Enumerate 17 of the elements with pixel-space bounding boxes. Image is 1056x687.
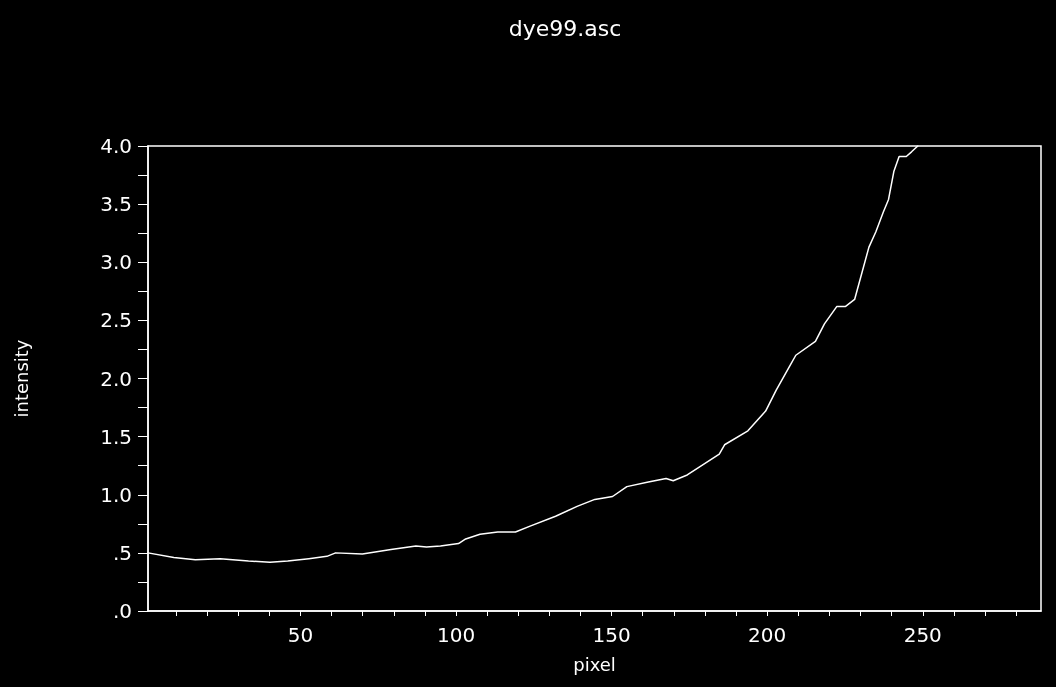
x-tick-label: 100 (436, 623, 476, 647)
x-tick-label: 200 (748, 623, 787, 647)
y-tick-label: .0 (112, 599, 132, 623)
x-tick-label: 250 (903, 623, 942, 647)
y-tick-label: 3.5 (100, 192, 132, 217)
y-tick-label: .5 (112, 540, 132, 565)
x-tick-label: 150 (592, 623, 631, 647)
y-tick-label: 1.5 (100, 424, 132, 449)
x-axis-title: pixel (573, 653, 616, 675)
chart-title: dye99.asc (508, 15, 622, 41)
x-tick-label: 50 (287, 623, 314, 647)
y-tick-label: 4.0 (100, 134, 132, 158)
y-tick-label: 1.0 (100, 482, 132, 507)
y-axis-title: intensity (10, 339, 32, 418)
y-tick-label: 2.5 (100, 308, 132, 333)
y-tick-label: 3.0 (100, 250, 132, 275)
y-tick-label: 2.0 (100, 366, 132, 391)
